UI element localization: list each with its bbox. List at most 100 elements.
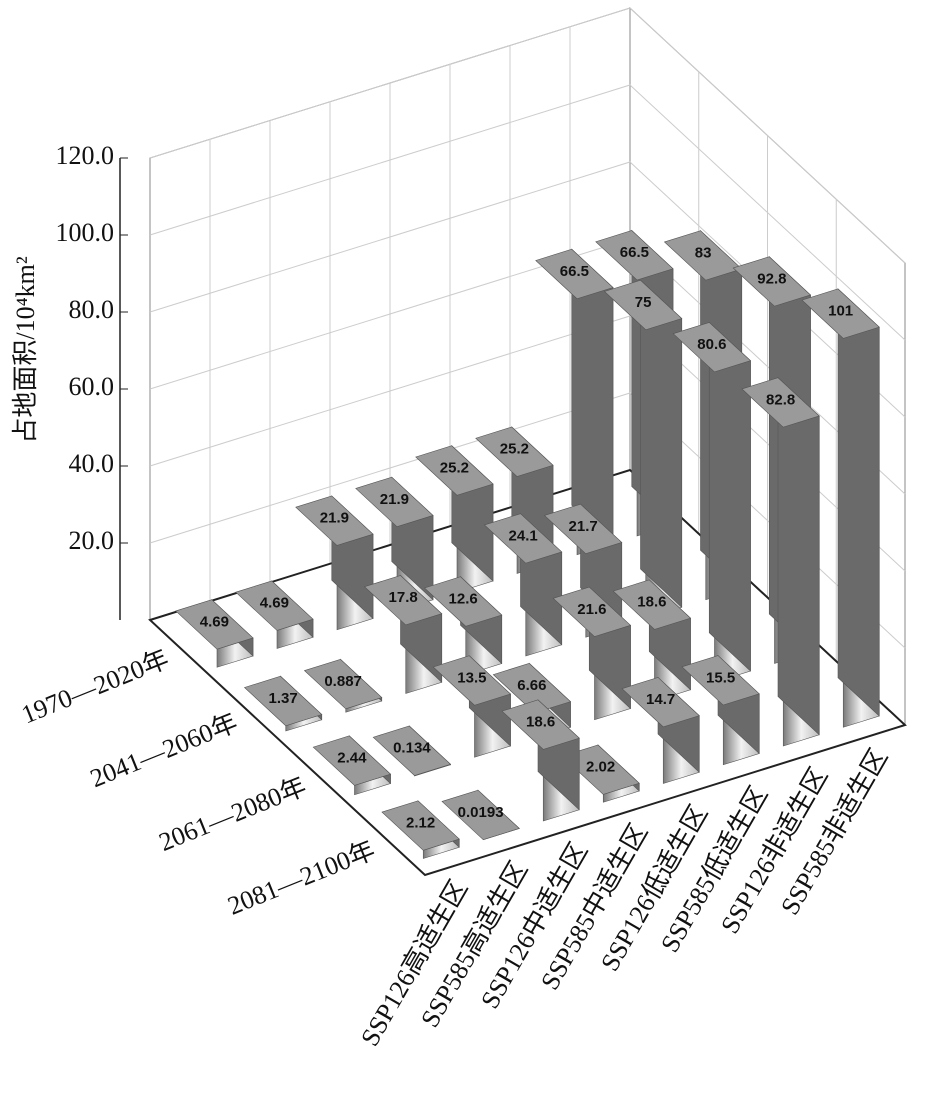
bar <box>681 654 760 766</box>
value-label: 2.12 <box>406 815 435 832</box>
value-label: 21.6 <box>577 601 606 618</box>
bar <box>552 586 632 721</box>
bar <box>243 675 323 732</box>
bar <box>561 744 640 803</box>
bar-top <box>381 800 460 851</box>
value-label: 21.9 <box>320 510 349 527</box>
bar-top <box>621 677 700 728</box>
y-tick-label: 80.0 <box>69 295 115 324</box>
bar-top <box>441 789 520 841</box>
value-label: 80.6 <box>697 336 726 353</box>
bar-top <box>303 658 383 710</box>
y-tick-label: 60.0 <box>69 372 115 401</box>
value-label: 12.6 <box>449 590 478 607</box>
bar <box>483 513 563 657</box>
bar <box>235 580 314 649</box>
value-label: 0.887 <box>324 673 362 690</box>
value-label: 25.2 <box>440 459 469 476</box>
bar <box>501 699 580 822</box>
row-label: 2041—2060年 <box>86 708 242 793</box>
grid-line <box>149 84 906 341</box>
value-label: 92.8 <box>757 270 786 287</box>
value-label: 13.5 <box>457 669 486 686</box>
bar-side <box>777 377 820 736</box>
bar-side <box>708 321 751 672</box>
bar-top <box>235 580 314 631</box>
value-label: 15.5 <box>706 669 735 686</box>
value-label: 66.5 <box>560 263 589 280</box>
bar-top <box>681 655 760 706</box>
bar-top <box>672 322 752 373</box>
bar-top <box>543 503 623 555</box>
value-label: 0.134 <box>393 740 431 757</box>
bar-top <box>483 513 563 564</box>
bar <box>303 658 383 713</box>
bar-top <box>372 725 452 776</box>
y-axis-label: 占地面积/10⁴km² <box>11 256 40 444</box>
y-tick-label: 100.0 <box>56 218 115 247</box>
bar <box>441 789 520 841</box>
value-label: 14.7 <box>646 691 675 708</box>
value-label: 82.8 <box>766 391 795 408</box>
y-tick-label: 20.0 <box>69 526 115 555</box>
bar <box>801 288 880 728</box>
value-label: 4.69 <box>260 595 289 612</box>
bar-top <box>415 445 494 496</box>
bar-top <box>423 576 503 627</box>
bar-top <box>243 675 323 727</box>
bar-top <box>561 744 640 795</box>
bar <box>363 574 443 694</box>
bar-top <box>492 663 572 714</box>
bar-top <box>801 288 880 339</box>
value-label: 6.66 <box>517 677 546 694</box>
value-label: 24.1 <box>509 527 538 544</box>
value-label: 21.9 <box>380 491 409 508</box>
bar-top <box>612 579 692 630</box>
bar <box>423 576 503 676</box>
row-label: 2081—2100年 <box>224 835 380 920</box>
grid-line <box>149 7 906 264</box>
bar-top <box>432 655 512 706</box>
bar <box>175 599 254 668</box>
bar-top <box>732 256 812 307</box>
bar-top <box>603 279 683 331</box>
bar-top <box>175 599 254 650</box>
value-label: 2.02 <box>586 759 615 776</box>
bar <box>672 321 752 683</box>
value-label: 18.6 <box>526 714 555 731</box>
bar <box>415 445 494 593</box>
value-label: 0.0193 <box>458 804 504 821</box>
bar-top <box>501 699 580 750</box>
value-label: 18.6 <box>637 594 666 611</box>
bar-top <box>475 426 554 477</box>
bar <box>535 248 614 556</box>
bar-top <box>552 586 632 637</box>
value-label: 66.5 <box>620 244 649 261</box>
grid-line <box>149 161 906 418</box>
bar <box>381 800 460 859</box>
row-label: 2061—2080年 <box>155 772 311 857</box>
bar-top <box>355 476 434 528</box>
y-tick-label: 120.0 <box>56 141 115 170</box>
bar-top <box>535 248 614 300</box>
value-label: 2.44 <box>337 750 367 767</box>
y-tick-label: 40.0 <box>69 449 115 478</box>
bar <box>621 676 700 784</box>
bar <box>612 579 692 702</box>
bar <box>295 495 374 631</box>
value-label: 75 <box>635 294 652 311</box>
value-label: 21.7 <box>569 518 598 535</box>
value-label: 25.2 <box>500 441 529 458</box>
value-label: 4.69 <box>200 613 229 630</box>
value-label: 101 <box>828 303 853 320</box>
row-label: 1970—2020年 <box>17 644 173 729</box>
bar-top <box>363 575 443 626</box>
bar-top <box>741 377 820 428</box>
value-label: 1.37 <box>269 690 298 707</box>
bar <box>372 725 452 777</box>
bar-top <box>595 230 674 281</box>
value-label: 17.8 <box>389 589 418 606</box>
value-label: 83 <box>695 244 712 261</box>
bar-top <box>312 735 392 786</box>
